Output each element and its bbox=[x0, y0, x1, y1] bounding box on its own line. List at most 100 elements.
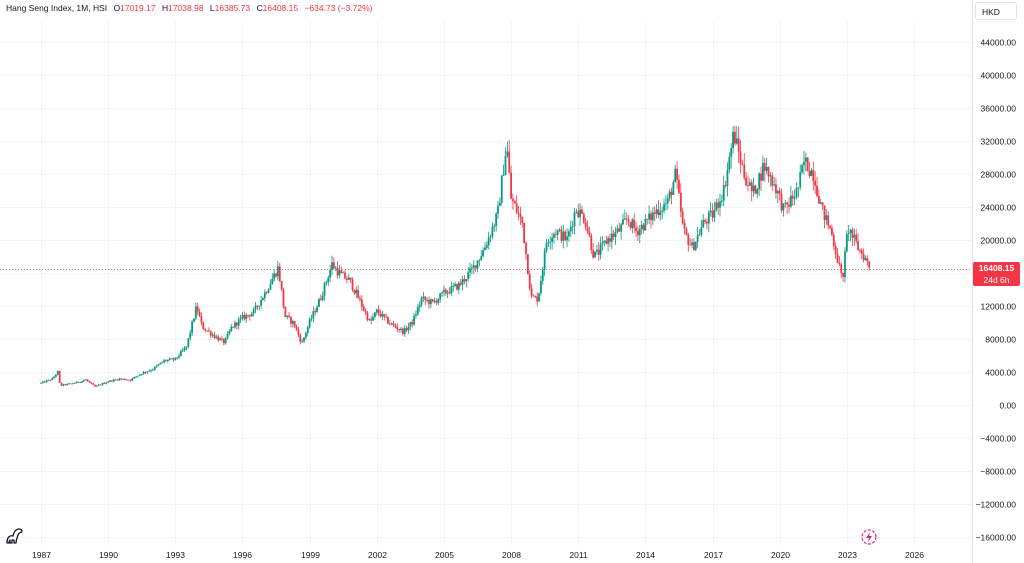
candle bbox=[683, 219, 686, 235]
candle-body bbox=[519, 213, 522, 217]
candle-body bbox=[679, 192, 682, 212]
candle-body bbox=[94, 385, 96, 387]
candle bbox=[112, 378, 115, 383]
candle bbox=[170, 357, 173, 360]
candle-body bbox=[396, 327, 399, 330]
candle-body bbox=[745, 177, 748, 186]
candle bbox=[375, 308, 378, 316]
candle bbox=[357, 284, 360, 299]
candle-body bbox=[845, 233, 848, 252]
candle-body bbox=[403, 328, 406, 334]
candle-body bbox=[674, 168, 677, 183]
candle-body bbox=[467, 272, 470, 280]
candle bbox=[709, 201, 712, 217]
candlestick-series bbox=[40, 125, 871, 387]
y-tick-label: 36000.00 bbox=[981, 104, 1017, 114]
candle bbox=[512, 193, 514, 210]
candle bbox=[189, 329, 192, 341]
candle-body bbox=[500, 175, 503, 203]
candle-body bbox=[556, 230, 559, 235]
candle-body bbox=[465, 279, 468, 282]
candle bbox=[530, 283, 533, 299]
candle bbox=[161, 361, 164, 364]
candle bbox=[64, 383, 67, 386]
candle-body bbox=[541, 269, 544, 281]
candle bbox=[773, 176, 775, 187]
candle-body bbox=[124, 378, 126, 380]
candle-body bbox=[415, 314, 417, 316]
candle bbox=[387, 316, 389, 325]
candle-body bbox=[732, 131, 734, 149]
candle bbox=[135, 376, 138, 379]
candle-body bbox=[101, 383, 104, 385]
candle bbox=[637, 225, 639, 241]
candle-body bbox=[644, 218, 647, 231]
candle bbox=[267, 288, 270, 294]
currency-button[interactable]: HKD bbox=[975, 2, 1017, 20]
candle-body bbox=[71, 383, 74, 385]
candle bbox=[681, 207, 684, 225]
candle-body bbox=[81, 380, 83, 383]
candle-body bbox=[493, 226, 496, 227]
candle-body bbox=[523, 222, 526, 243]
candle-body bbox=[105, 382, 108, 384]
y-tick-label: 4000.00 bbox=[985, 368, 1016, 378]
candle-body bbox=[366, 312, 369, 321]
candle-body bbox=[653, 212, 656, 214]
candle-body bbox=[595, 249, 598, 252]
candle bbox=[629, 221, 632, 230]
candle bbox=[99, 384, 102, 386]
candle bbox=[538, 292, 540, 302]
candle bbox=[665, 195, 667, 211]
candle bbox=[743, 153, 746, 181]
candle-body bbox=[834, 246, 837, 255]
candle-body bbox=[228, 330, 231, 334]
dinosaur-logo-icon[interactable] bbox=[4, 524, 26, 546]
candle-body bbox=[586, 226, 589, 232]
candle bbox=[265, 290, 268, 295]
last-price-tag: 16408.15 24d 6h bbox=[973, 262, 1020, 286]
time-axis: 1987 1990 1993 1996 1999 2002 2005 2008 2011 2014… bbox=[32, 550, 924, 560]
candle-body bbox=[347, 277, 350, 280]
candle-body bbox=[247, 314, 249, 316]
candle-body bbox=[622, 219, 624, 225]
candle bbox=[107, 380, 110, 383]
candle bbox=[318, 297, 320, 308]
candle-body bbox=[409, 322, 412, 327]
candle-body bbox=[504, 155, 507, 175]
candle-body bbox=[722, 185, 725, 201]
candle bbox=[394, 323, 397, 329]
candle-body bbox=[112, 379, 115, 382]
candle bbox=[793, 189, 796, 206]
candle-body bbox=[161, 362, 164, 363]
candle bbox=[327, 275, 330, 287]
candle bbox=[172, 357, 175, 362]
candle bbox=[832, 231, 835, 250]
candle bbox=[771, 172, 774, 191]
candle bbox=[456, 283, 458, 291]
candle bbox=[400, 326, 402, 333]
candle-body bbox=[817, 195, 820, 204]
candle-body bbox=[663, 204, 665, 211]
candle bbox=[810, 168, 813, 177]
candle-body bbox=[219, 338, 221, 341]
candle-body bbox=[120, 378, 123, 380]
candle-body bbox=[859, 249, 861, 251]
candle bbox=[314, 308, 317, 316]
candle-body bbox=[357, 289, 360, 298]
candle-body bbox=[418, 304, 421, 308]
lightning-bolt-icon[interactable] bbox=[860, 528, 878, 546]
candle bbox=[864, 255, 867, 261]
candle bbox=[573, 208, 576, 235]
candle-body bbox=[543, 250, 546, 270]
candle bbox=[168, 357, 171, 361]
candle-body bbox=[258, 305, 261, 307]
candle-body bbox=[385, 316, 387, 318]
candle bbox=[398, 328, 401, 333]
candle-body bbox=[472, 265, 475, 268]
candle bbox=[724, 180, 727, 189]
candle-body bbox=[534, 296, 537, 298]
candle bbox=[655, 203, 658, 219]
candle bbox=[360, 295, 363, 312]
